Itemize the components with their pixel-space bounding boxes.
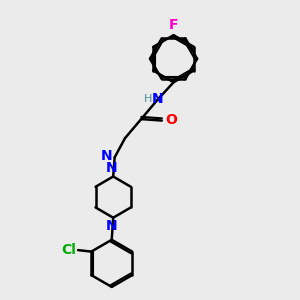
Text: N: N: [106, 219, 118, 233]
Text: H: H: [144, 94, 152, 104]
Text: N: N: [101, 149, 112, 164]
Text: N: N: [106, 161, 118, 175]
Text: N: N: [152, 92, 163, 106]
Text: O: O: [165, 113, 177, 127]
Text: F: F: [169, 18, 178, 32]
Text: Cl: Cl: [62, 243, 76, 257]
